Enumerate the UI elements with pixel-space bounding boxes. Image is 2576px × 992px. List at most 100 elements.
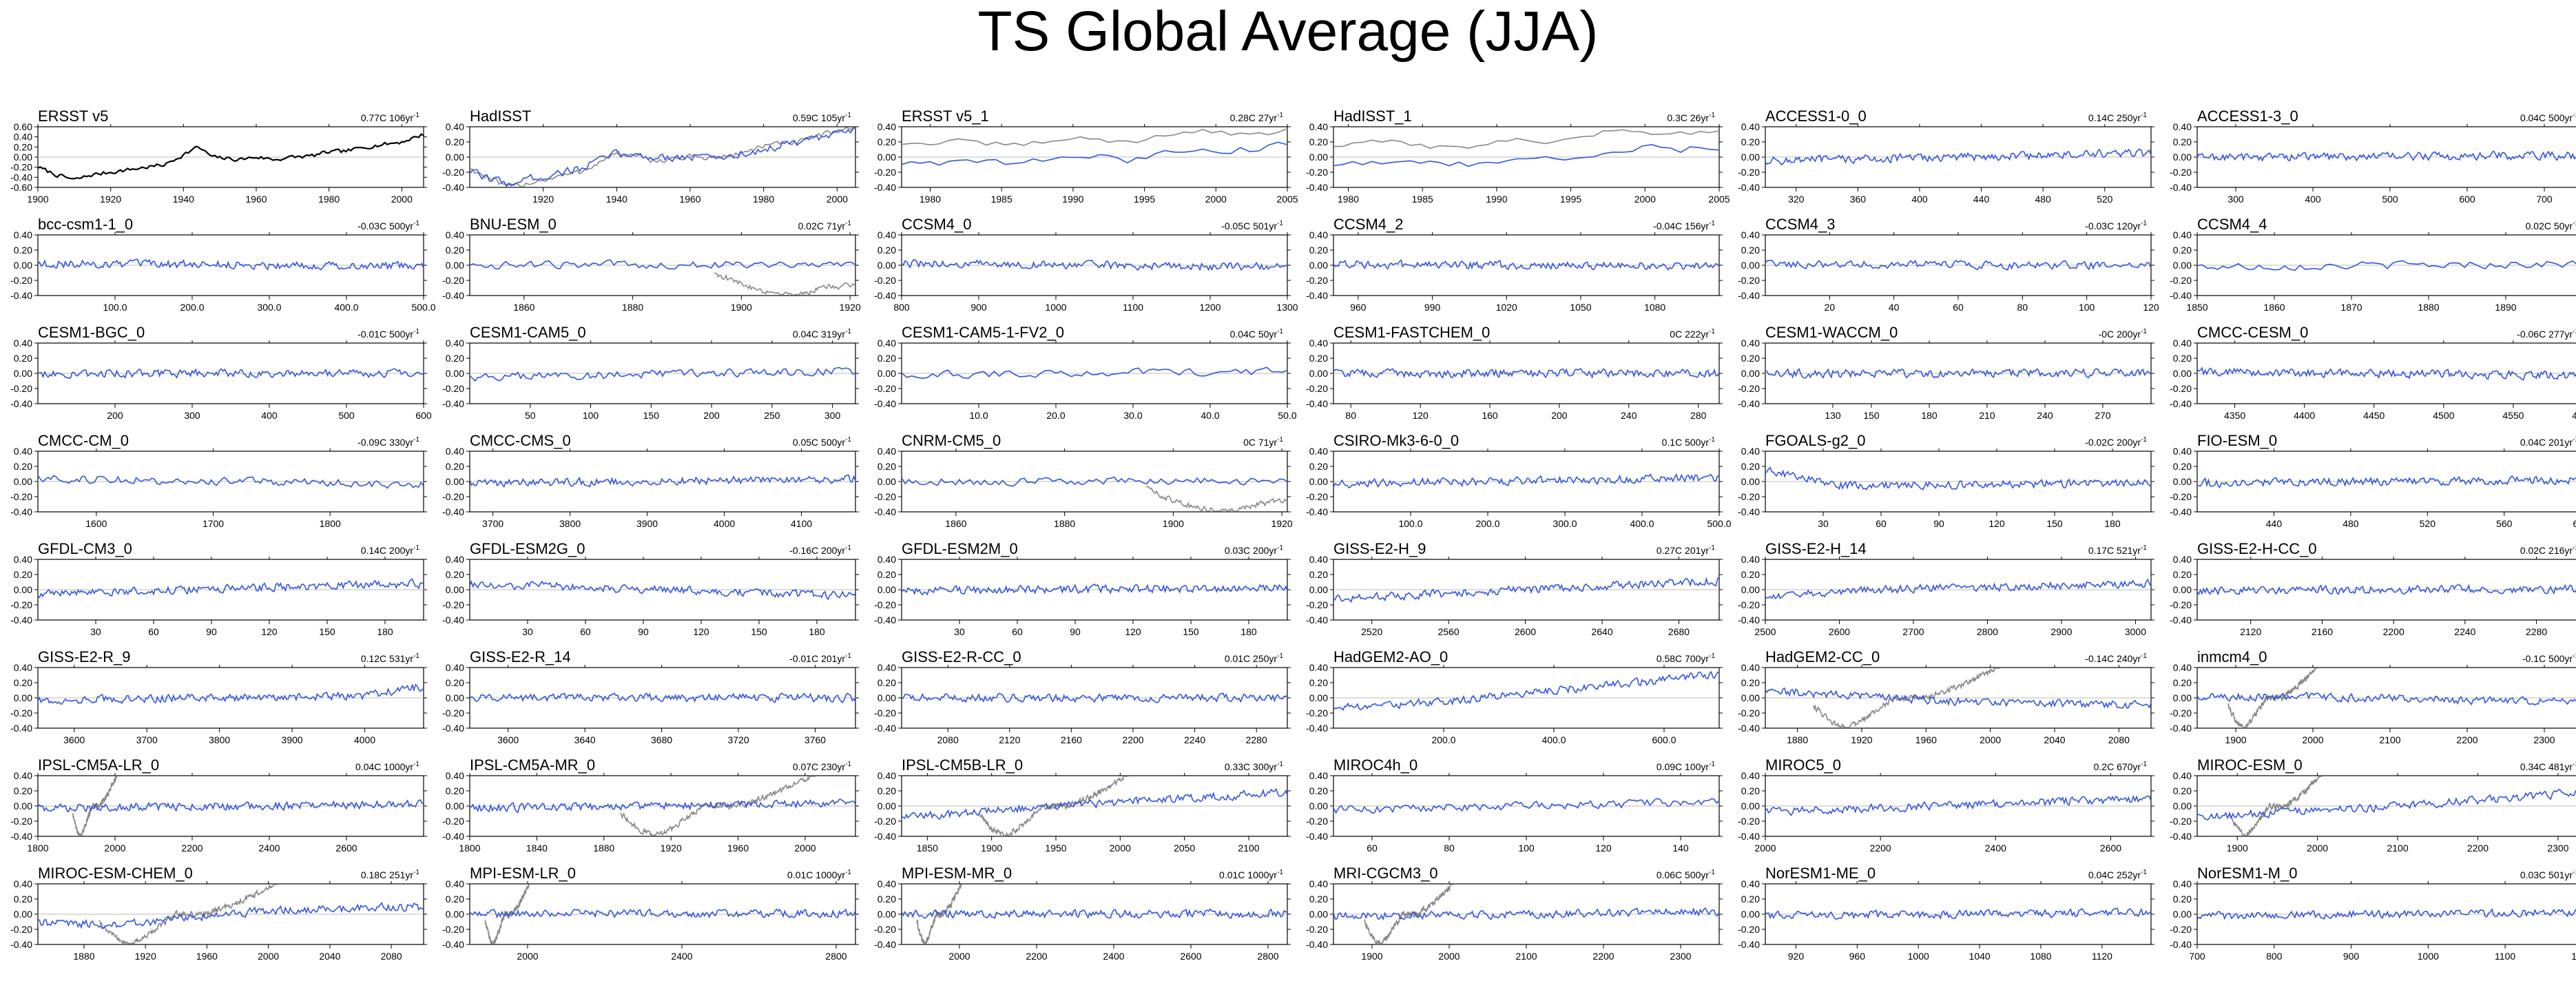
trend-label: -0C 200yr-1 [2099,328,2148,340]
panel-title: CSIRO-Mk3-6-0_0 [1333,432,1459,449]
y-tick-label: -0.20 [1306,491,1328,502]
y-tick-label: 0.00 [1741,692,1760,703]
x-tick-label: 1960 [1915,734,1937,745]
x-tick-label: 1900 [2225,734,2246,745]
chart-panel: MIROC5_0 0.2C 670yr-1 0.40 0.20 0.00 -0.20 -0.… [1738,756,2154,854]
chart-panel: CSIRO-Mk3-6-0_0 0.1C 500yr-1 0.40 0.20 0.00 -… [1306,432,1732,529]
x-tick-label: 180 [1921,410,1938,421]
y-tick-label: 0.00 [14,909,32,920]
x-tick-label: 1080 [1644,302,1665,313]
x-tick-label: 3000 [2125,626,2146,637]
x-tick-label: 90 [1070,626,1081,637]
x-tick-label: 2240 [2454,626,2475,637]
y-tick-label: -0.20 [1738,707,1760,719]
y-tick-label: -0.20 [874,599,896,610]
trend-label: 0.06C 500yr-1 [1656,869,1716,880]
model-series-line [469,798,856,814]
y-tick-label: 0.00 [446,476,464,487]
y-tick-label: 0.40 [14,554,32,565]
x-tick-label: 2800 [1977,626,1998,637]
observed-series-line [714,272,856,296]
y-tick-label: -0.20 [10,383,32,394]
x-tick-label: 2100 [2379,734,2400,745]
y-tick-label: 0.20 [1741,569,1760,580]
x-tick-label: 3600 [497,734,519,745]
x-tick-label: 20 [1825,302,1836,313]
trend-label: -0.05C 501yr-1 [1221,220,1283,231]
model-series-line [1333,798,1720,814]
x-tick-label: 120 [2143,302,2159,313]
trend-label: 0.04C 500yr-1 [2520,112,2576,123]
y-tick-label: 0.40 [877,662,896,673]
y-tick-label: -0.40 [2170,290,2192,301]
x-tick-label: 1880 [2418,302,2439,313]
x-tick-label: 40.0 [1201,410,1219,421]
y-tick-label: -0.40 [10,506,32,517]
trend-label: 0.04C 50yr-1 [1230,328,1284,340]
y-tick-label: 0.20 [446,353,464,364]
x-tick-label: 400 [1911,194,1928,205]
y-tick-label: 0.40 [877,121,896,132]
x-tick-label: 500 [2382,194,2398,205]
trend-label: -0.04C 156yr-1 [1653,220,1715,231]
y-tick-label: 0.20 [877,677,896,688]
x-tick-label: 3760 [804,734,826,745]
y-tick-label: 0.40 [446,662,464,673]
y-tick-label: 0.20 [446,893,464,905]
panel-title: CMCC-CMS_0 [470,432,571,449]
observed-series-line [1813,668,2000,729]
y-tick-label: 0.40 [877,338,896,349]
x-tick-label: 2600 [2100,843,2121,854]
y-tick-label: 0.40 [14,132,32,143]
y-tick-label: -0.20 [1738,599,1760,610]
panel-title: CCSM4_3 [1765,216,1835,233]
y-tick-label: 0.60 [14,121,32,132]
x-tick-label: 120 [261,626,278,637]
x-tick-label: 900 [970,302,987,313]
chart-panel: GISS-E2-H_14 0.17C 521yr-1 0.40 0.20 0.00 -0.… [1738,540,2154,637]
y-tick-label: -0.20 [1738,491,1760,502]
x-tick-label: 2600 [1180,951,1201,962]
y-tick-label: 0.40 [1309,554,1328,565]
y-tick-label: 0.20 [1309,785,1328,796]
y-tick-label: -0.20 [1306,599,1328,610]
x-tick-label: 2100 [1238,843,1259,854]
x-tick-label: 100 [1518,843,1535,854]
observed-series-line [1364,884,1454,946]
y-tick-label: 0.00 [1741,368,1760,379]
trend-label: 0.05C 500yr-1 [793,436,852,448]
x-tick-label: 2050 [1174,843,1195,854]
y-tick-label: 0.20 [877,461,896,472]
y-tick-label: -0.40 [10,614,32,626]
model-series-line [469,366,856,382]
y-tick-label: 0.00 [877,800,896,812]
panel-title: NorESM1-ME_0 [1765,865,1876,882]
x-tick-label: 1940 [173,194,194,205]
y-tick-label: -0.40 [10,290,32,301]
x-tick-label: 4350 [2224,410,2245,421]
y-tick-label: 0.20 [2173,353,2192,364]
x-tick-label: 2600 [335,843,357,854]
y-tick-label: 0.00 [877,260,896,271]
x-tick-label: 3640 [574,734,596,745]
y-tick-label: -0.40 [1306,831,1328,842]
y-tick-label: 0.40 [446,554,464,565]
chart-panel: CCSM4_2 -0.04C 156yr-1 0.40 0.20 0.00 -0.20 -0… [1306,216,1723,313]
x-tick-label: 200 [703,410,720,421]
model-series-line [901,908,1288,920]
trend-label: 0.33C 300yr-1 [1225,761,1284,772]
x-tick-label: 2900 [2050,626,2072,637]
x-tick-label: 1880 [593,843,614,854]
panel-title: MIROC-ESM-CHEM_0 [38,865,193,882]
x-tick-label: 1000 [1045,302,1066,313]
model-series-line [1333,907,1720,921]
x-tick-label: 30 [1818,518,1829,529]
y-tick-label: 0.20 [446,136,464,147]
trend-label: 0.14C 250yr-1 [2088,112,2148,123]
chart-panel: IPSL-CM5B-LR_0 0.33C 300yr-1 0.40 0.20 0.00 -… [874,756,1291,854]
x-tick-label: 4000 [714,518,735,529]
chart-panel: CMCC-CM_0 -0.09C 330yr-1 0.40 0.20 0.00 -0.20… [10,432,427,529]
y-tick-label: 0.00 [2173,800,2192,812]
x-tick-label: 700 [2189,951,2205,962]
x-tick-label: 1960 [196,951,218,962]
